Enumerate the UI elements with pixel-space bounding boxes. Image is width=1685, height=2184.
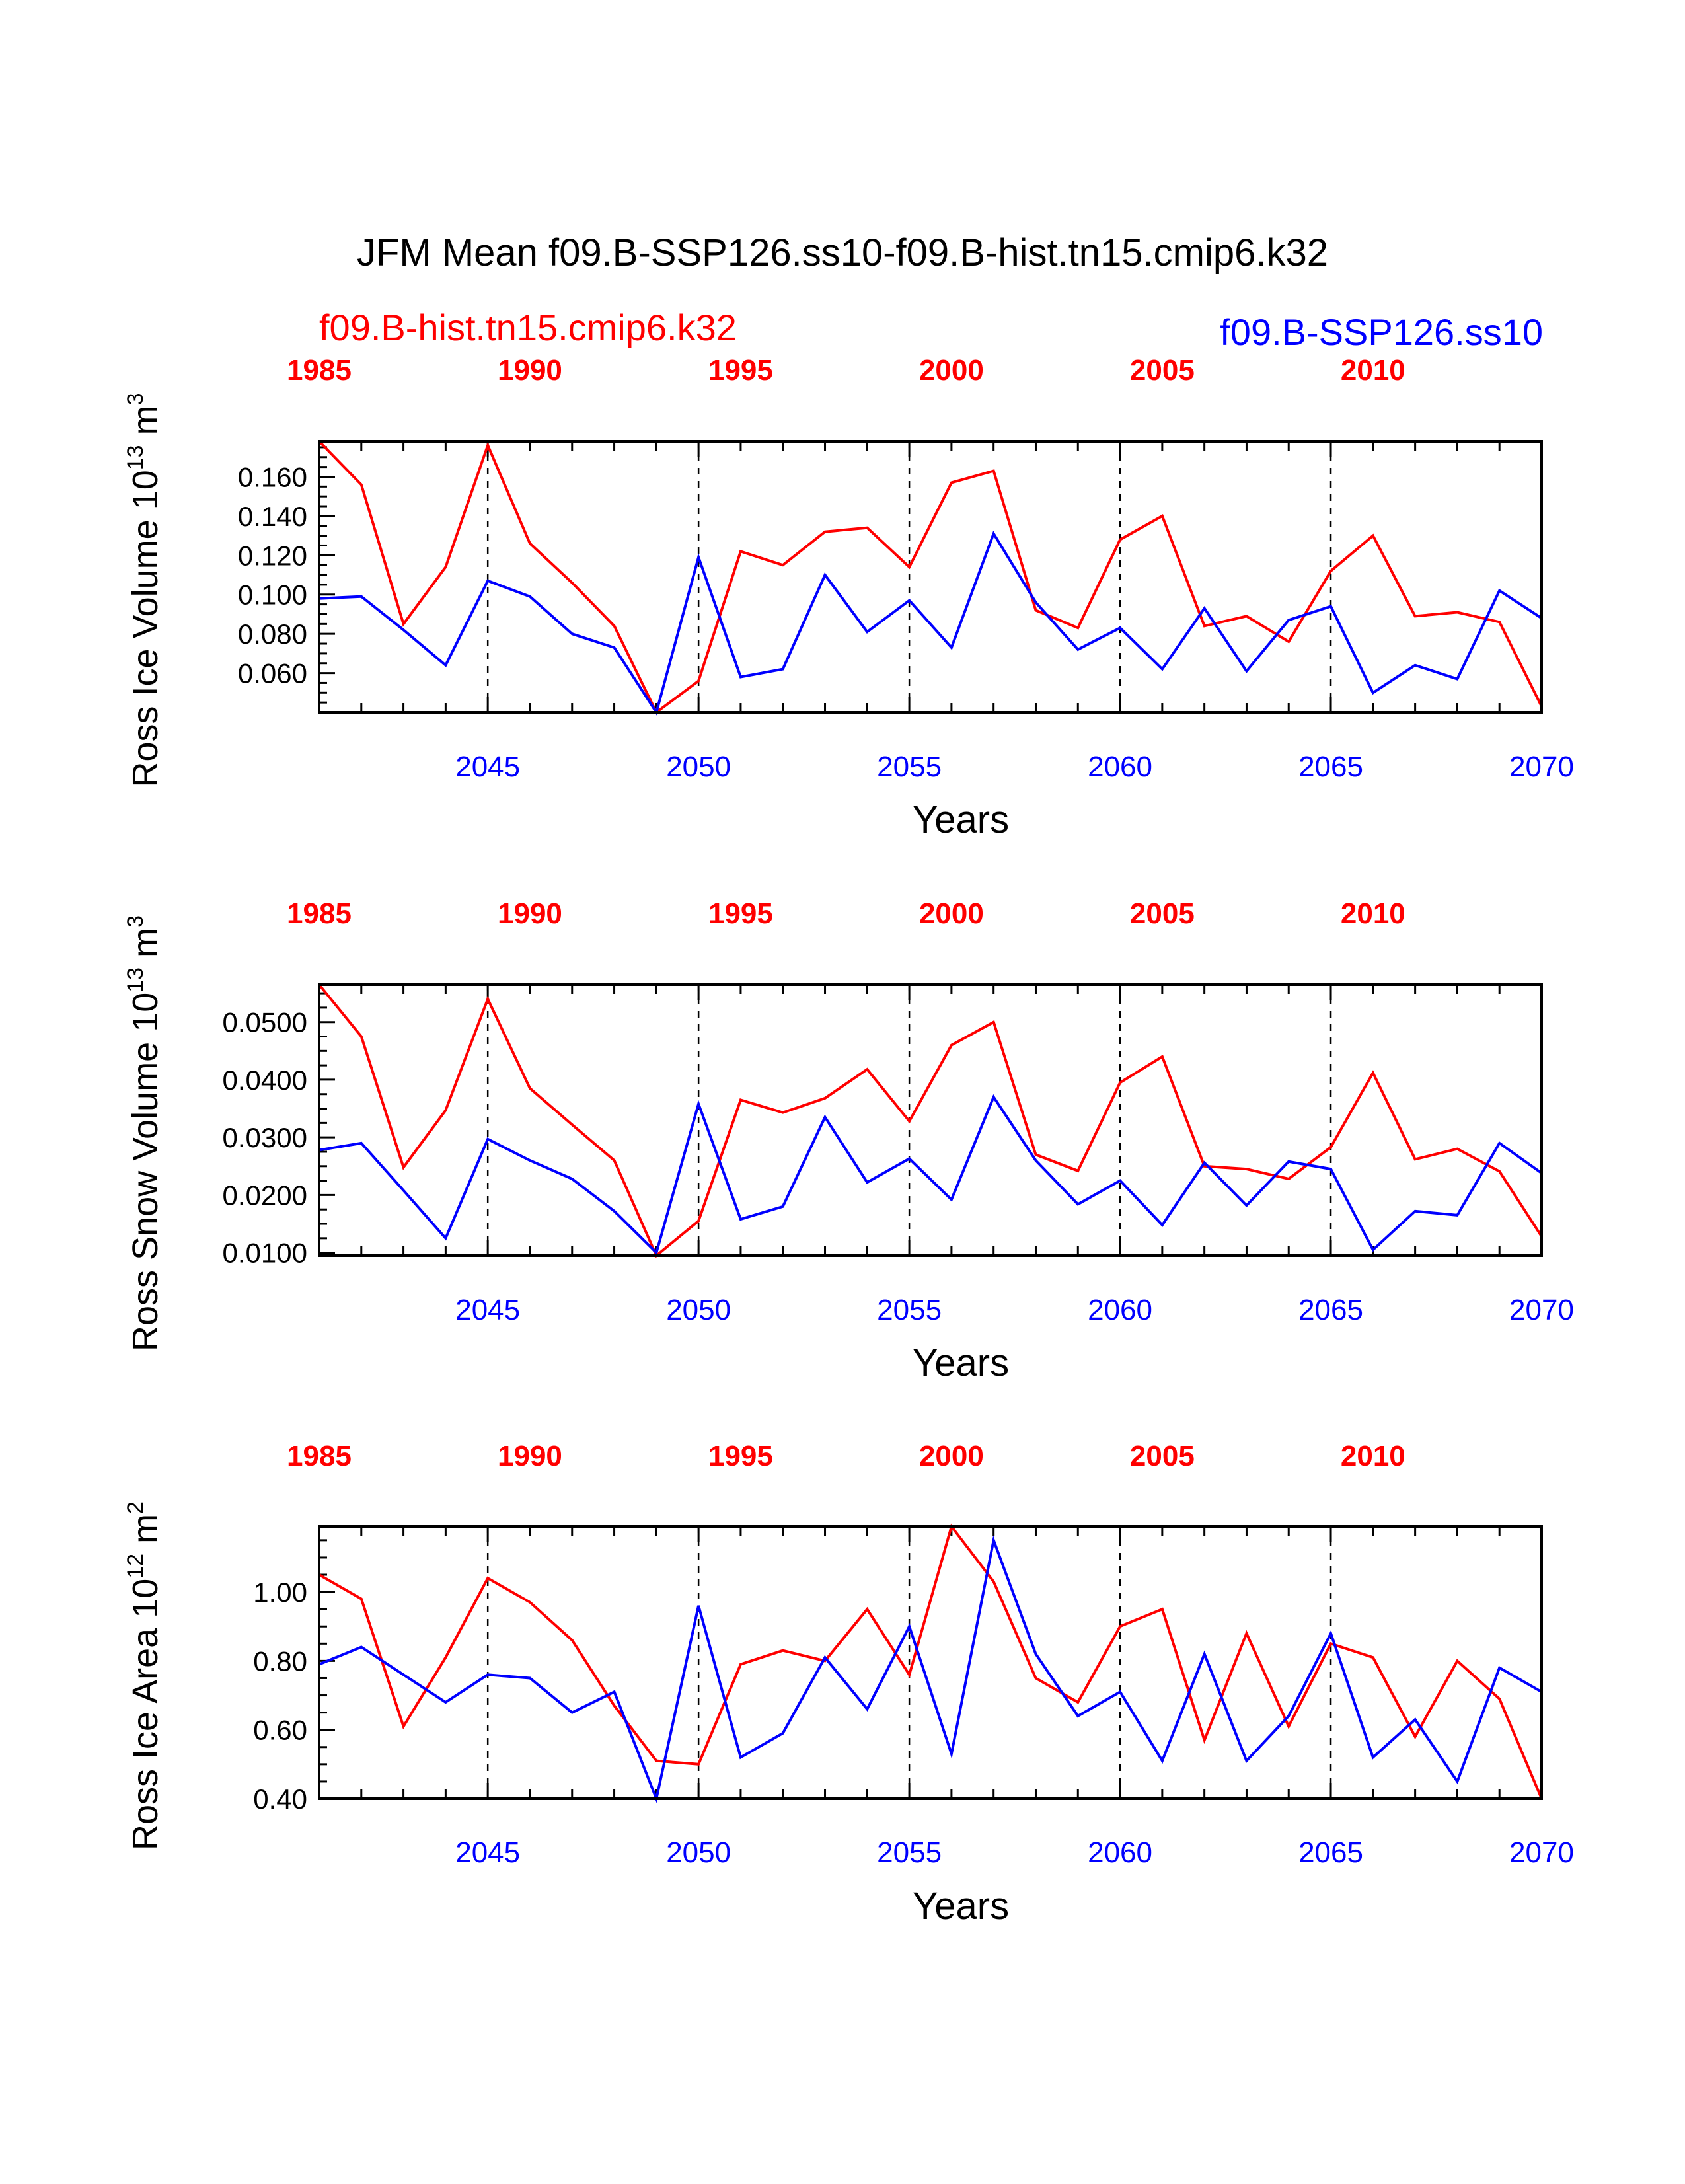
y-tick-label: 0.160	[238, 461, 307, 492]
x-tick-label-top: 2005	[1130, 897, 1195, 930]
series-line-hist	[318, 983, 1543, 1258]
y-axis-title-ylabel: Ross Ice Volume 10	[126, 470, 165, 787]
x-tick-label-bottom: 2060	[1088, 1294, 1152, 1326]
x-tick-label-top: 1995	[708, 354, 773, 387]
y-axis-title-ylabel: Ross Ice Area 10	[126, 1579, 165, 1850]
y-tick-label: 0.60	[253, 1715, 307, 1746]
y-tick-label: 0.120	[238, 540, 307, 571]
y-axis-title-ylabel-unit-sup2: 2	[123, 1501, 148, 1514]
x-tick-label-bottom: 2045	[455, 751, 520, 783]
x-tick-label-top: 2000	[919, 354, 984, 387]
plot-frame	[318, 440, 1543, 714]
y-axis-title: Ross Ice Area 1012 m2	[123, 1501, 165, 1850]
x-tick-label-bottom: 2060	[1088, 1836, 1152, 1869]
x-tick-label-bottom: 2070	[1509, 1836, 1574, 1869]
y-tick-label: 0.0400	[223, 1065, 307, 1096]
y-axis-title-ylabel-unit-sup2: 3	[123, 393, 148, 405]
y-tick-label: 0.0200	[223, 1180, 307, 1211]
y-axis-title: Ross Snow Volume 1013 m3	[123, 915, 165, 1351]
x-tick-label-bottom: 2050	[666, 1294, 731, 1326]
series-label-ssp126: f09.B-SSP126.ss10	[1220, 311, 1543, 353]
x-tick-label-top: 2000	[919, 1440, 984, 1472]
x-tick-label-top: 1985	[287, 1440, 352, 1472]
x-tick-label-top: 2010	[1341, 1440, 1405, 1472]
y-tick-label: 0.40	[253, 1784, 307, 1815]
chart-panel-1: 0.060 0.080 0.100 0.120 0.140 0.160 2045 2050 20…	[123, 354, 1574, 841]
x-tick-label-bottom: 2045	[455, 1294, 520, 1326]
x-tick-label-top: 1990	[498, 354, 562, 387]
plot-frame	[318, 1525, 1543, 1800]
y-axis-title: Ross Ice Volume 1013 m3	[123, 393, 165, 787]
y-tick-label: 0.060	[238, 658, 307, 689]
y-tick-label: 1.00	[253, 1577, 307, 1608]
y-tick-label: 0.080	[238, 619, 307, 650]
x-tick-label-top: 1995	[708, 1440, 773, 1472]
y-axis-title-ylabel-unit-tail: m	[126, 1514, 165, 1554]
x-tick-label-top: 2005	[1130, 354, 1195, 387]
figure-title: JFM Mean f09.B-SSP126.ss10-f09.B-hist.tn…	[357, 231, 1328, 274]
x-tick-label-top: 1990	[498, 897, 562, 930]
x-tick-label-bottom: 2050	[666, 1836, 731, 1869]
x-tick-label-bottom: 2060	[1088, 751, 1152, 783]
x-tick-label-top: 1985	[287, 354, 352, 387]
x-tick-label-bottom: 2070	[1509, 751, 1574, 783]
x-axis-title: Years	[913, 798, 1009, 841]
y-axis-title-ylabel-unit-sup2: 3	[123, 915, 148, 928]
series-line-hist	[318, 1523, 1543, 1799]
x-tick-label-top: 1990	[498, 1440, 562, 1472]
chart-panel-2: 0.0100 0.0200 0.0300 0.0400 0.0500 2045 2050 20…	[123, 897, 1574, 1384]
x-axis-title: Years	[913, 1341, 1009, 1384]
y-tick-label: 0.0100	[223, 1238, 307, 1269]
series-label-hist: f09.B-hist.tn15.cmip6.k32	[319, 307, 737, 348]
chart-panel-3: 0.40 0.60 0.80 1.00 2045 2050 2055 2060 2065 2070…	[123, 1440, 1574, 1928]
y-tick-label: 0.140	[238, 501, 307, 532]
x-tick-label-top: 1995	[708, 897, 773, 930]
x-tick-label-bottom: 2055	[877, 751, 942, 783]
x-tick-label-bottom: 2065	[1298, 751, 1363, 783]
x-tick-label-top: 2000	[919, 897, 984, 930]
x-tick-label-bottom: 2050	[666, 751, 731, 783]
x-tick-label-top: 2010	[1341, 897, 1405, 930]
y-axis-title-ylabel-unit-tail: m	[126, 928, 165, 967]
x-tick-label-top: 2010	[1341, 354, 1405, 387]
series-line-ssp126	[318, 1094, 1543, 1256]
y-tick-label: 0.80	[253, 1645, 307, 1676]
x-axis-title: Years	[913, 1885, 1009, 1928]
x-tick-label-bottom: 2055	[877, 1836, 942, 1869]
x-tick-label-bottom: 2070	[1509, 1294, 1574, 1326]
y-axis-title-ylabel-unit-sup: 13	[123, 967, 148, 993]
y-axis-title-ylabel-unit-tail: m	[126, 405, 165, 445]
y-axis-title-ylabel-unit-sup: 13	[123, 445, 148, 470]
x-tick-label-bottom: 2055	[877, 1294, 942, 1326]
series-line-ssp126	[318, 531, 1543, 716]
x-tick-label-bottom: 2045	[455, 1836, 520, 1869]
series-line-ssp126	[318, 1535, 1542, 1803]
plot-frame	[318, 983, 1543, 1257]
y-tick-label: 0.0500	[223, 1007, 307, 1038]
x-tick-label-bottom: 2065	[1298, 1836, 1363, 1869]
series-line-hist	[318, 440, 1543, 715]
y-tick-label: 0.100	[238, 580, 307, 611]
y-tick-label: 0.0300	[223, 1122, 307, 1153]
x-tick-label-top: 2005	[1130, 1440, 1195, 1472]
x-tick-label-bottom: 2065	[1298, 1294, 1363, 1326]
y-axis-title-ylabel: Ross Snow Volume 10	[126, 993, 165, 1351]
x-tick-label-top: 1985	[287, 897, 352, 930]
y-axis-title-ylabel-unit-sup: 12	[123, 1554, 148, 1579]
